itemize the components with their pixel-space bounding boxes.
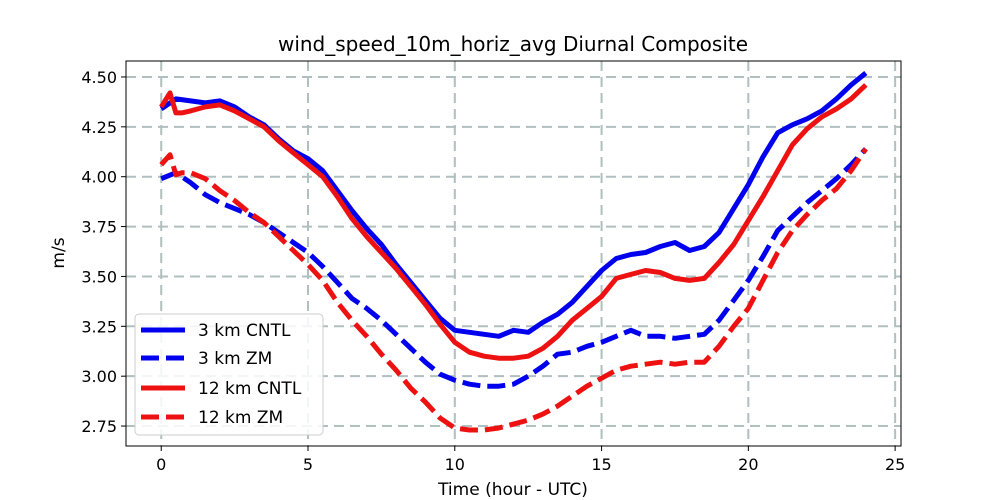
legend-box [134,313,324,436]
legend-label-3km-cntl: 3 km CNTL [198,321,291,341]
y-tick-label: 4.25 [81,118,117,137]
x-axis-label: Time (hour - UTC) [437,480,588,500]
y-tick-label: 3.75 [81,218,117,237]
legend-label-3km-zm: 3 km ZM [198,349,272,369]
series-line-3-km-zm [160,147,868,389]
y-tick-label: 3.25 [81,317,117,336]
legend-label-12km-cntl: 12 km CNTL [198,379,302,399]
x-tick-label: 10 [445,455,465,474]
legend-label-12km-zm: 12 km ZM [198,408,283,428]
x-tick-label: 25 [885,455,905,474]
axis-ticks: 0 5 10 15 20 25 2.75 3.00 3.25 3.50 3.75 4.00 4.25 4.… [81,68,905,474]
x-tick-label: 0 [156,455,166,474]
x-tick-label: 15 [591,455,611,474]
y-tick-label: 4.00 [81,168,117,187]
y-axis-label: m/s [49,237,69,268]
chart-title: wind_speed_10m_horiz_avg Diurnal Composi… [278,32,748,56]
legend: 3 km CNTL 3 km ZM 12 km CNTL 12 km ZM [134,313,324,436]
series-line-12-km-zm [159,147,868,433]
series-lines [159,71,868,433]
series-line-12-km-cntl [159,83,868,361]
plot-frame [125,60,902,447]
y-tick-label: 3.00 [81,367,117,386]
y-tick-label: 3.50 [81,267,117,286]
y-tick-label: 4.50 [81,68,117,87]
x-tick-label: 20 [738,455,758,474]
y-tick-label: 2.75 [81,417,117,436]
x-tick-label: 5 [303,455,313,474]
